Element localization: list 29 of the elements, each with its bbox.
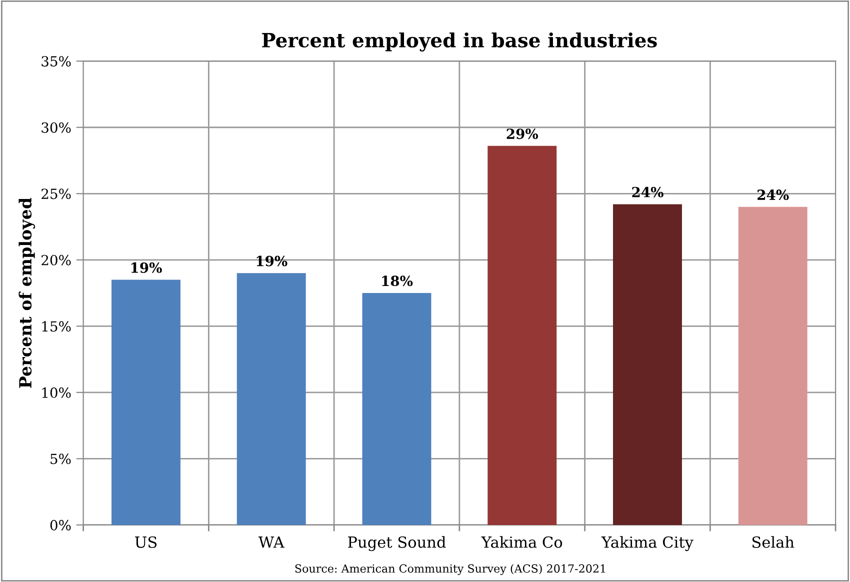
y-tick-label: 10% [42,387,71,398]
y-tick-label: 0% [50,520,71,530]
data-label: 18% [382,276,413,286]
bar [613,204,682,525]
data-label: 19% [131,262,162,273]
y-tick-label: 25% [42,188,71,200]
bar [112,280,180,525]
y-tick-label: 5% [50,454,71,464]
y-tick-label: 15% [42,321,71,332]
bar [738,206,808,525]
y-tick-label: 35% [42,56,71,67]
x-tick-label: Puget Sound [348,536,446,552]
bar [488,146,557,525]
bar [236,273,306,525]
data-label: 29% [506,128,538,140]
y-tick-label: 30% [42,122,71,133]
x-tick-label: Yakima City [601,536,694,552]
bar [362,293,432,525]
data-label: 19% [256,256,288,266]
y-axis-title: Percent of employed [18,198,36,388]
data-label: 24% [758,190,789,200]
x-tick-label: Yakima Co [481,536,562,548]
x-tick-label: Selah [752,536,794,548]
source-note: Source: American Community Survey (ACS) 2017-2021 [295,564,606,576]
data-label: 24% [632,186,664,198]
x-tick-label: WA [258,536,284,548]
chart-title: Percent employed in base industries [262,32,657,52]
x-tick-label: US [135,536,157,548]
y-tick-label: 20% [42,254,71,266]
